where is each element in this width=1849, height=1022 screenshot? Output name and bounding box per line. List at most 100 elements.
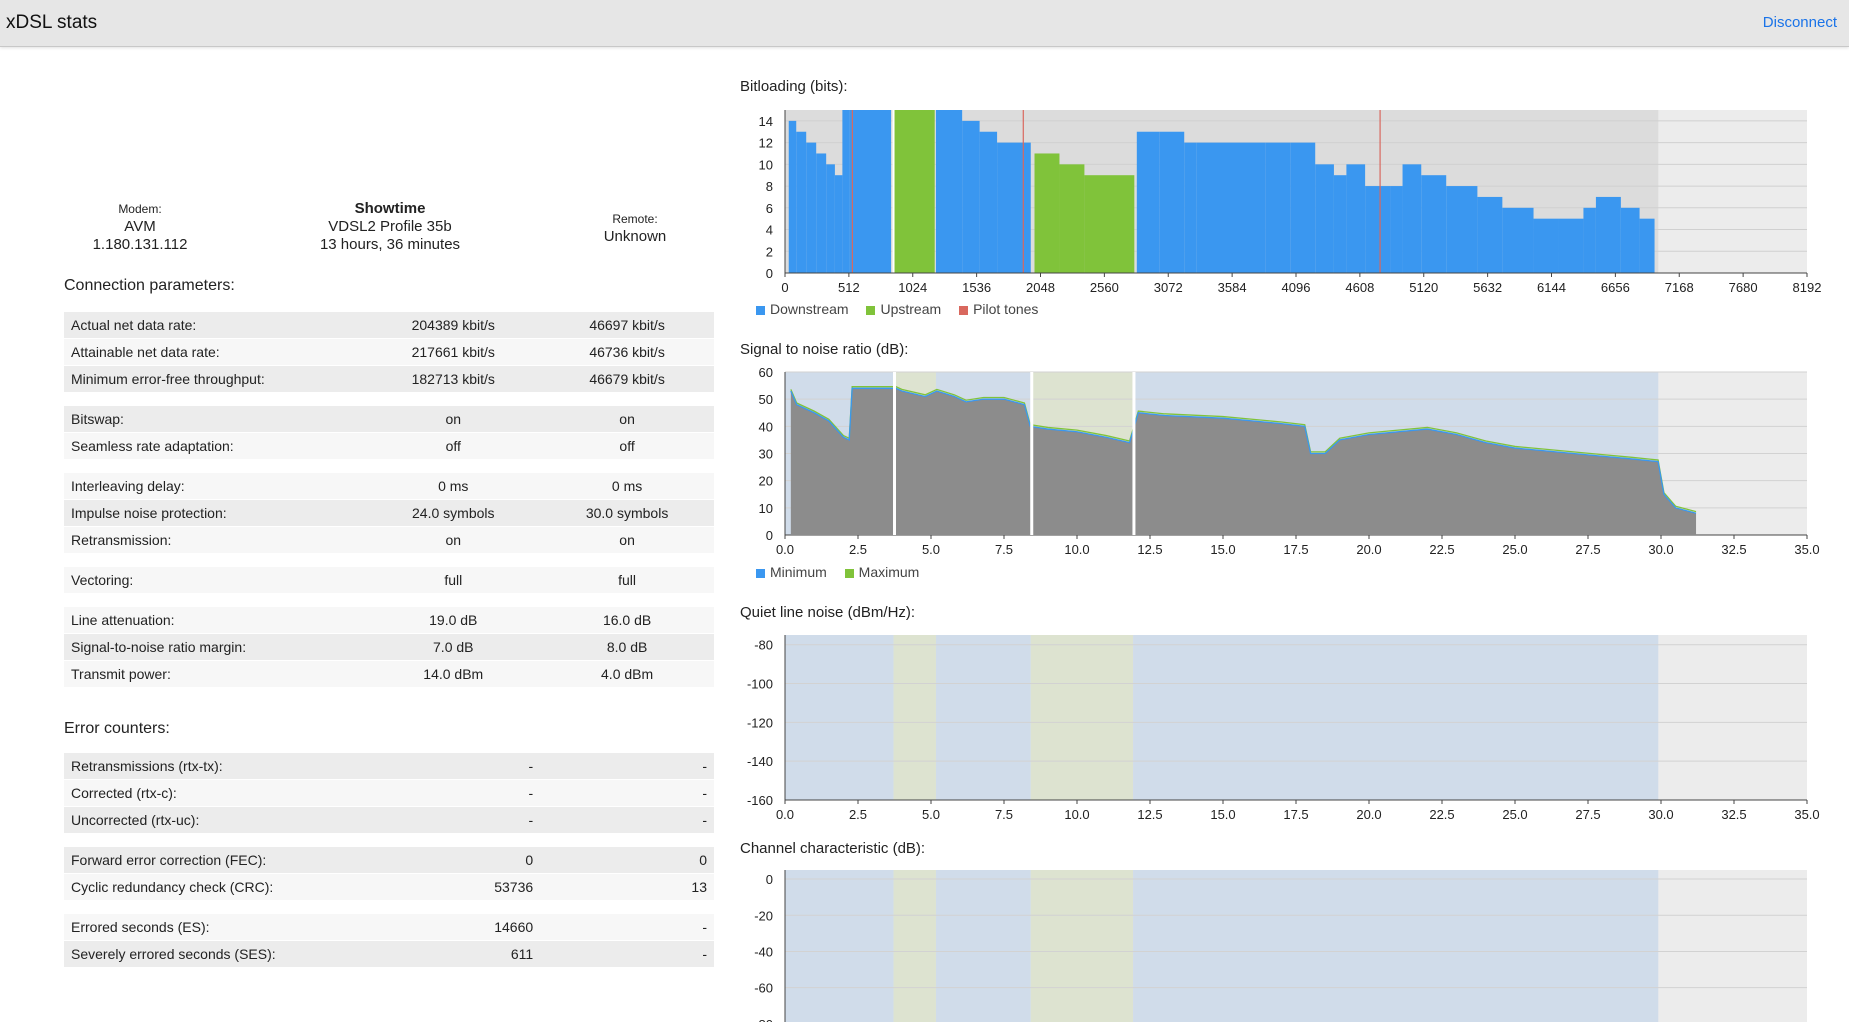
upstream-value: 13: [540, 873, 714, 901]
y-tick-label: -160: [747, 793, 773, 808]
table-row: Retransmission: on on: [64, 526, 714, 554]
param-label: Forward error correction (FEC):: [64, 846, 367, 874]
upstream-bar: [1084, 175, 1135, 273]
param-label: Corrected (rtx-c):: [64, 779, 367, 807]
y-tick-label: -60: [754, 981, 773, 996]
remote-value: Unknown: [603, 228, 667, 245]
downstream-bar: [1446, 186, 1478, 273]
downstream-value: 0: [366, 846, 541, 874]
disconnect-link[interactable]: Disconnect: [1762, 14, 1837, 31]
downstream-bar: [1184, 142, 1197, 273]
downstream-value: 14660: [366, 913, 541, 941]
x-tick-label: 10.0: [1064, 542, 1089, 557]
upstream-value: 16.0 dB: [540, 606, 714, 634]
table-row: Forward error correction (FEC): 0 0: [64, 846, 714, 874]
downstream-bar: [796, 131, 807, 273]
y-tick-label: 0: [766, 872, 773, 887]
snr-chart: 60 50 40 30 20 10 00.0 2.5 5.0 7.5 10.0 12.5 15.0 17.…: [759, 365, 1820, 557]
table-row: Corrected (rtx-c): - -: [64, 779, 714, 807]
downstream-bar: [834, 175, 843, 273]
upstream-bar: [893, 110, 935, 273]
table-row: Bitswap: on on: [64, 405, 714, 433]
table-row: Transmit power: 14.0 dBm 4.0 dBm: [64, 660, 714, 688]
app-title: xDSL stats: [6, 12, 98, 33]
x-tick-label: 7168: [1665, 280, 1694, 295]
upstream-value: -: [540, 913, 714, 941]
downstream-bar: [1159, 131, 1185, 273]
group-spacer: [64, 392, 714, 406]
y-tick-label: 12: [759, 136, 773, 151]
y-tick-label: -80: [754, 638, 773, 653]
x-tick-label: 15.0: [1210, 807, 1235, 822]
x-tick-label: 2048: [1026, 280, 1055, 295]
downstream-band: [1133, 870, 1659, 1022]
x-tick-label: 2560: [1090, 280, 1119, 295]
downstream-value: -: [366, 753, 541, 780]
downstream-bar: [788, 120, 797, 273]
downstream-bar: [842, 110, 850, 273]
x-tick-label: 27.5: [1575, 807, 1600, 822]
upstream-band: [1030, 870, 1134, 1022]
downstream-bar: [1639, 218, 1655, 273]
x-tick-label: 20.0: [1356, 542, 1381, 557]
downstream-value: 0 ms: [366, 472, 541, 500]
table-row: Severely errored seconds (SES): 611-: [64, 940, 714, 968]
param-label: Line attenuation:: [64, 606, 367, 634]
table-row: Attainable net data rate: 217661 kbit/s 46…: [64, 338, 714, 366]
downstream-value: full: [366, 566, 541, 594]
downstream-band: [1133, 635, 1659, 800]
upstream-value: 46697 kbit/s: [540, 312, 714, 339]
x-tick-label: 1024: [898, 280, 927, 295]
top-bar: xDSL stats Disconnect: [0, 0, 1849, 47]
downstream-band: [785, 870, 894, 1022]
y-tick-label: 0: [766, 528, 773, 543]
param-label: Interleaving delay:: [64, 472, 367, 500]
downstream-value: on: [366, 405, 541, 433]
table-row: Minimum error-free throughput: 182713 kbi…: [64, 365, 714, 393]
downstream-bar: [1620, 207, 1640, 273]
downstream-bar: [1136, 131, 1160, 273]
x-tick-label: 12.5: [1137, 807, 1162, 822]
upstream-band: [1030, 635, 1134, 800]
y-tick-label: 50: [759, 392, 773, 407]
legend-downstream: Downstream: [756, 301, 849, 317]
table-row: Line attenuation: 19.0 dB 16.0 dB: [64, 606, 714, 634]
downstream-swatch-icon: [756, 305, 765, 315]
group-spacer: [64, 459, 714, 473]
downstream-bar: [1595, 196, 1621, 273]
error-counters-table: Retransmissions (rtx-tx): - - Corrected (rt…: [64, 753, 714, 968]
x-tick-label: 32.5: [1721, 807, 1746, 822]
x-tick-label: 4096: [1282, 280, 1311, 295]
x-tick-label: 25.0: [1502, 807, 1527, 822]
param-label: Impulse noise protection:: [64, 499, 367, 527]
upstream-value: 0 ms: [540, 472, 714, 500]
downstream-value: -: [366, 806, 541, 834]
table-row: Cyclic redundancy check (CRC): 53736 13: [64, 873, 714, 901]
table-row: Signal-to-noise ratio margin: 7.0 dB 8.0 d…: [64, 633, 714, 661]
downstream-value: 611: [366, 940, 541, 968]
x-tick-label: 3584: [1218, 280, 1247, 295]
y-tick-label: -40: [754, 944, 773, 959]
x-tick-label: 22.5: [1429, 807, 1454, 822]
downstream-bar: [962, 120, 980, 273]
y-tick-label: 14: [759, 114, 773, 129]
snr-maximum-line: [790, 386, 1697, 513]
downstream-bar: [1502, 207, 1534, 273]
legend-pilot: Pilot tones: [959, 301, 1038, 317]
legend-upstream: Upstream: [866, 301, 941, 317]
downstream-bar: [1402, 164, 1422, 273]
downstream-bar: [1346, 164, 1366, 273]
x-tick-label: 0.0: [776, 807, 794, 822]
upstream-value: on: [540, 526, 714, 554]
table-row: Uncorrected (rtx-uc): - -: [64, 806, 714, 834]
error-counters-title: Error counters:: [64, 720, 170, 737]
downstream-bar: [1196, 142, 1266, 273]
upstream-value: full: [540, 566, 714, 594]
x-tick-label: 7680: [1729, 280, 1758, 295]
upstream-bar: [1059, 164, 1085, 273]
param-label: Uncorrected (rtx-uc):: [64, 806, 367, 834]
channel-characteristic-chart: 0 -20 -40 -60 -80: [754, 870, 1807, 1022]
x-tick-label: 5120: [1409, 280, 1438, 295]
x-tick-label: 8192: [1793, 280, 1822, 295]
x-tick-label: 30.0: [1648, 807, 1673, 822]
